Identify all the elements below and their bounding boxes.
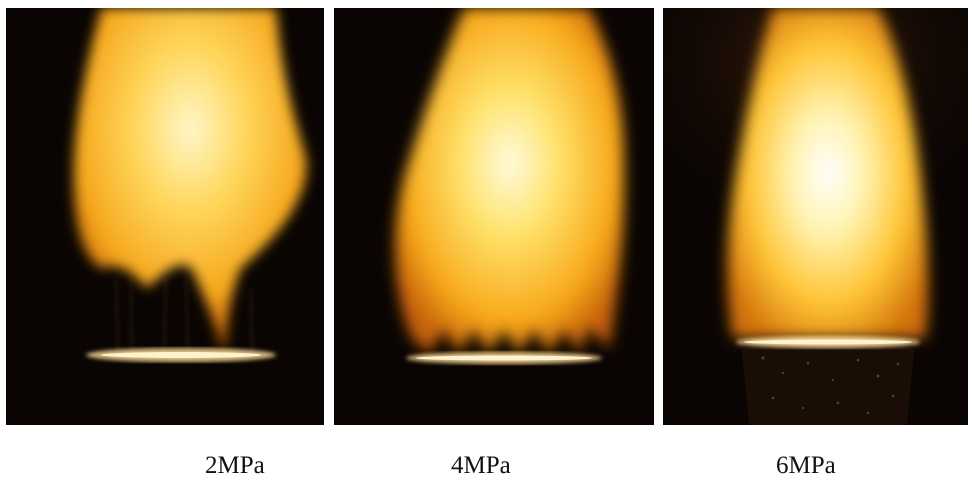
flame-photo-2mpa-graphic <box>6 8 324 425</box>
flame-photo-6mpa <box>663 8 968 425</box>
flame-photo-4mpa <box>334 8 654 425</box>
flame-photo-6mpa-graphic <box>663 8 968 425</box>
flame-photo-2mpa <box>6 8 324 425</box>
caption-4mpa: 4MPa <box>451 452 511 479</box>
flame-photo-4mpa-graphic <box>334 8 654 425</box>
caption-2mpa: 2MPa <box>205 452 265 479</box>
caption-6mpa: 6MPa <box>776 452 836 479</box>
